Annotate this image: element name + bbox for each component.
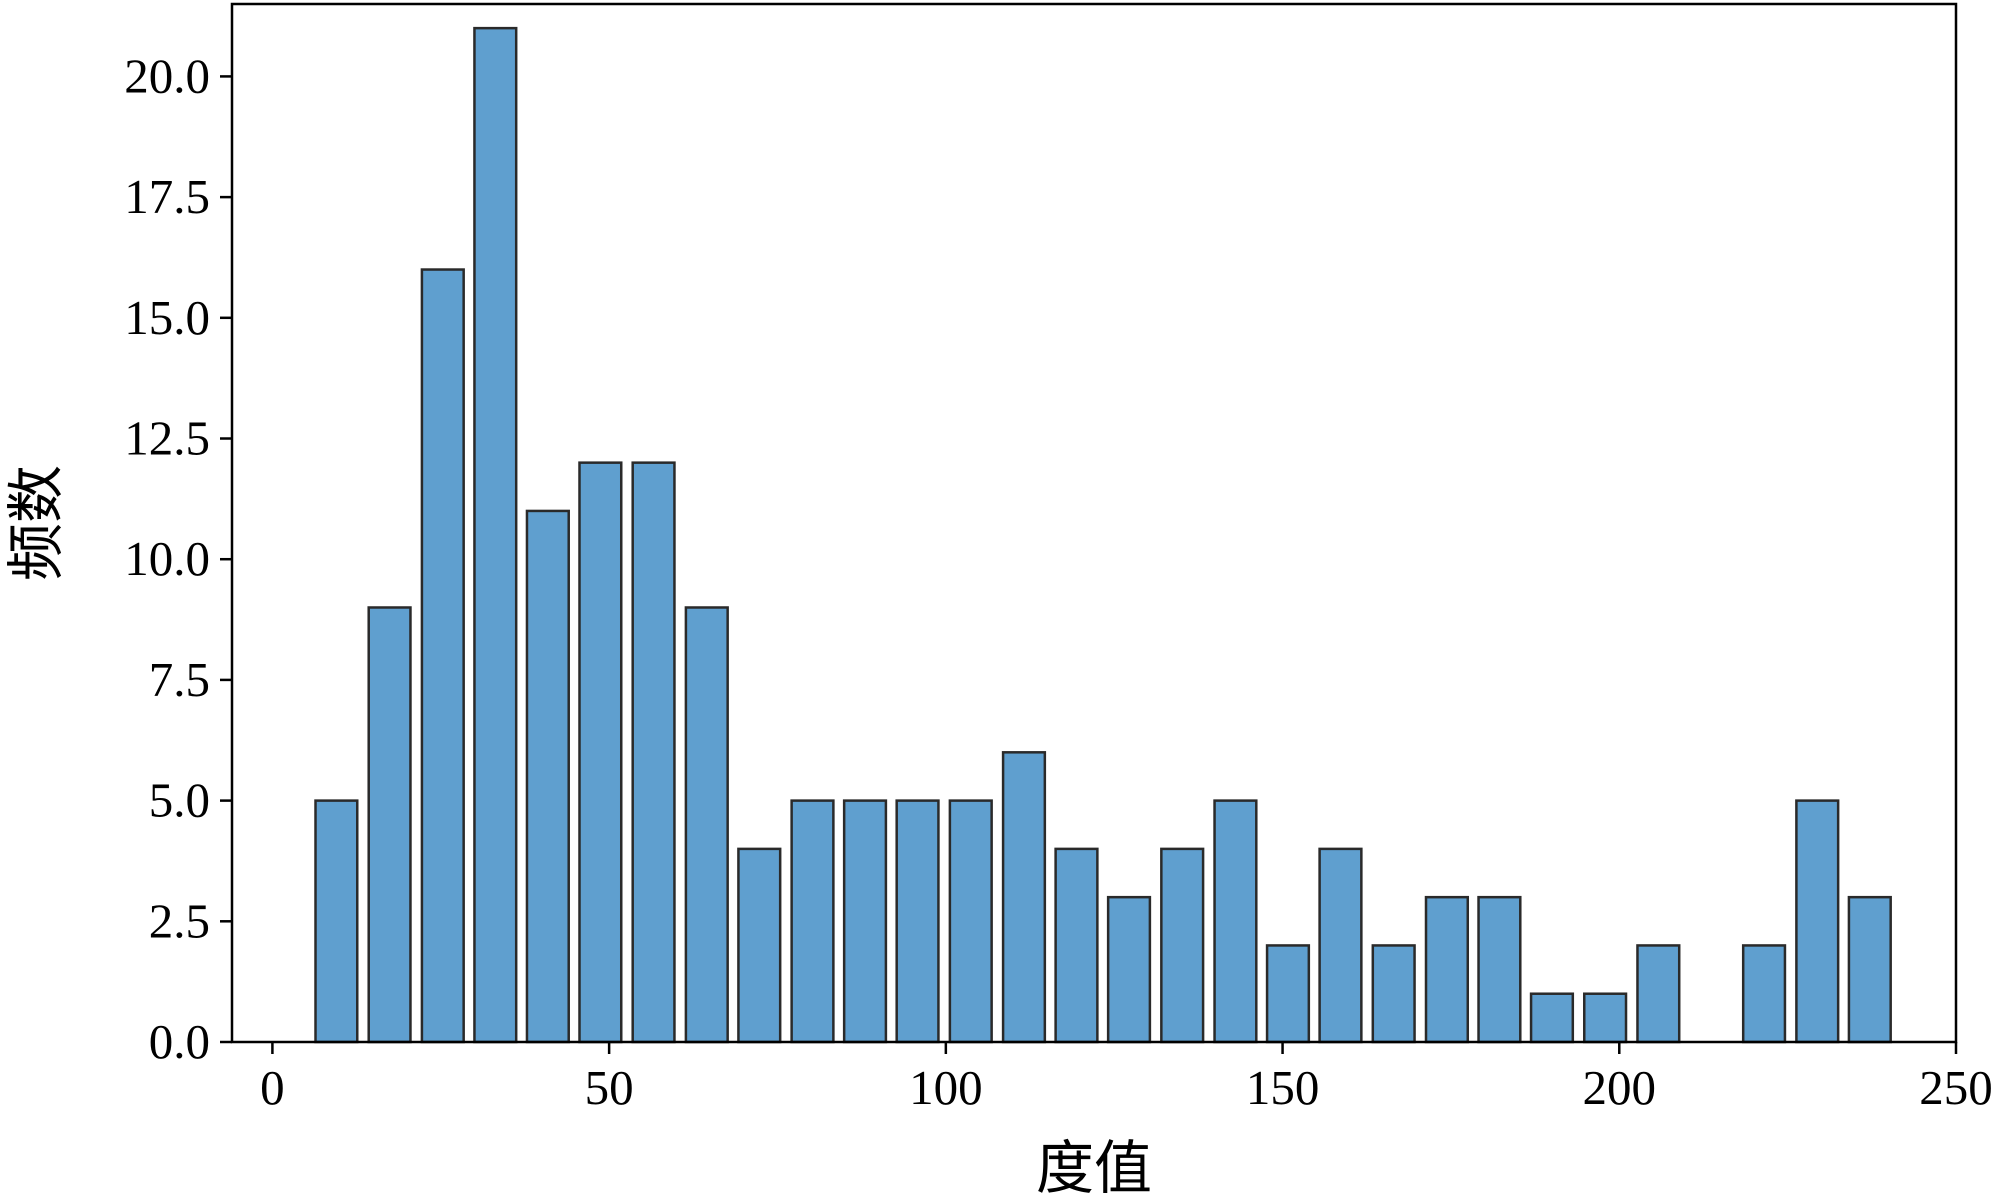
bar [895, 799, 940, 1044]
bar [737, 847, 782, 1044]
bar [578, 461, 623, 1044]
y-tick-label: 10.0 [124, 531, 210, 586]
bar [1795, 799, 1840, 1044]
bar [367, 606, 412, 1044]
bar [1529, 992, 1575, 1044]
x-tick-label: 200 [1583, 1060, 1657, 1115]
x-axis: 0 50 100 150 200 250 [260, 1042, 1993, 1115]
y-tick-label: 15.0 [124, 290, 210, 345]
y-tick-label: 7.5 [149, 652, 210, 707]
y-tick-label: 0.0 [149, 1014, 210, 1069]
x-tick-label: 100 [909, 1060, 983, 1115]
x-tick-label: 0 [260, 1060, 285, 1115]
y-tick-label: 5.0 [149, 773, 210, 828]
bar [948, 799, 993, 1044]
bar [1847, 895, 1892, 1044]
bar [1318, 847, 1363, 1044]
bar [1213, 799, 1258, 1044]
x-tick-label: 250 [1919, 1060, 1993, 1115]
plot-frame [230, 2, 1958, 1044]
y-tick-label: 20.0 [124, 48, 210, 103]
bar [1583, 992, 1628, 1044]
bar [473, 26, 518, 1044]
bar [1636, 944, 1681, 1044]
bar [1265, 944, 1311, 1044]
bar [1106, 895, 1152, 1044]
bar [631, 461, 676, 1044]
bar [842, 799, 888, 1044]
bar [1371, 944, 1416, 1044]
x-tick-label: 150 [1246, 1060, 1320, 1115]
bar [314, 799, 359, 1044]
bar [420, 268, 465, 1044]
y-tick-label: 2.5 [149, 893, 210, 948]
x-axis-title: 度值 [1036, 1134, 1152, 1202]
bar [684, 606, 729, 1044]
bar [790, 799, 835, 1044]
y-axis-title: 频数 [2, 465, 70, 581]
bar [1001, 751, 1047, 1044]
y-tick-label: 17.5 [124, 169, 210, 224]
bar [1741, 944, 1787, 1044]
y-tick-label: 12.5 [124, 411, 210, 466]
x-tick-label: 50 [585, 1060, 634, 1115]
bar [1424, 895, 1470, 1044]
bar [525, 509, 570, 1044]
y-axis: 0.0 2.5 5.0 7.5 10.0 12.5 15.0 17.5 20.0 [124, 48, 232, 1069]
bar [1054, 847, 1099, 1044]
bar [1477, 895, 1522, 1044]
bars-group [314, 26, 1892, 1044]
bar [1160, 847, 1205, 1044]
